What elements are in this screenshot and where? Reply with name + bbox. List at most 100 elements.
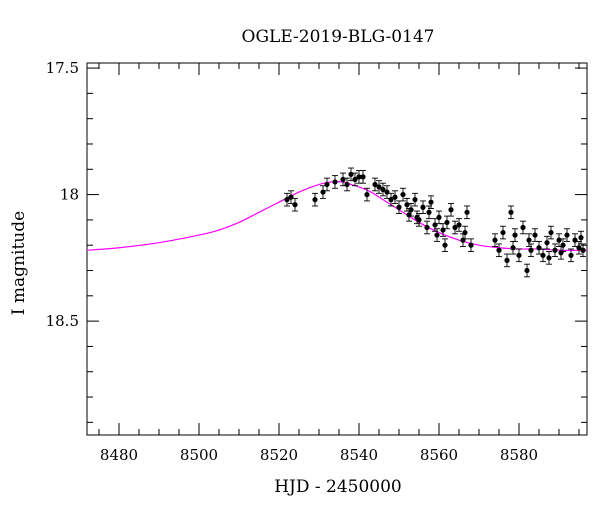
data-point-marker [444,219,450,226]
data-point [548,225,554,240]
data-point [544,235,550,250]
data-point-marker [452,224,458,231]
data-point-marker [348,171,354,177]
data-point-marker [578,235,584,241]
data-point [552,243,558,258]
data-point-marker [544,240,550,246]
y-tick-label: 17.5 [46,59,79,77]
data-point-marker [564,232,570,238]
data-point-marker [380,186,386,193]
data-point [344,177,350,192]
data-point [384,185,390,199]
chart-title: OGLE-2019-BLG-0147 [242,27,435,47]
data-point-marker [572,237,578,243]
data-point [536,240,542,255]
data-point-marker [352,176,358,183]
data-point [524,263,530,278]
data-points-layer [284,167,586,278]
data-point-marker [340,176,346,183]
data-point-marker [516,252,522,258]
data-point [456,218,462,232]
data-point-marker [284,197,290,203]
data-point-marker [356,174,362,180]
data-point-marker [426,209,432,215]
x-tick-label: 8520 [260,446,298,464]
y-tick-label: 18 [60,186,79,204]
y-axis-label: I magnitude [9,211,29,315]
data-point-marker [392,194,398,200]
x-tick-label: 8500 [180,446,218,464]
data-point [496,243,502,258]
x-tick-label: 8540 [340,446,378,464]
data-point [352,172,358,187]
data-point-marker [556,237,562,243]
data-point [564,228,570,242]
data-point [540,248,546,263]
data-point-marker [428,199,434,205]
data-point-marker [420,204,426,210]
data-point-marker [408,207,414,213]
data-point [360,170,366,184]
y-axis-ticks: 17.5 18 18.5 [46,59,587,423]
data-point [428,195,434,209]
x-tick-label: 8480 [100,446,138,464]
data-point-marker [424,224,430,231]
data-point-marker [376,184,382,190]
data-point-marker [400,191,406,198]
data-point [448,202,454,217]
data-point [348,167,354,182]
data-point [442,238,448,252]
data-point [392,190,398,204]
data-point-marker [468,242,474,248]
data-point [510,240,516,255]
data-point-marker [508,209,514,215]
model-curve [86,181,588,251]
data-point-marker [324,181,330,188]
data-point [364,187,370,202]
data-point-marker [504,257,510,263]
data-point [340,172,346,187]
data-point-marker [462,229,468,236]
data-point-marker [526,237,532,243]
data-point-marker [546,255,552,261]
data-point [532,228,538,242]
data-point [440,223,446,237]
data-point [320,185,326,199]
data-point-marker [464,209,470,215]
data-point-marker [344,181,350,188]
data-point [556,233,562,247]
data-point [424,220,430,235]
data-point-marker [384,189,390,195]
data-point [464,205,470,220]
plot-frame [86,62,588,436]
data-point-marker [524,267,530,274]
data-point [408,202,414,217]
x-axis-label: HJD - 2450000 [274,477,402,497]
data-point-marker [540,252,546,258]
data-point-marker [560,242,566,248]
data-point-marker [512,232,518,238]
data-point-marker [442,242,448,248]
data-point-marker [552,247,558,253]
data-point [444,215,450,230]
data-point-marker [312,197,318,203]
data-point-marker [404,202,410,208]
plot-border [86,62,588,436]
data-point [512,228,518,242]
data-point [420,200,426,215]
data-point [572,233,578,247]
data-point-marker [292,202,298,208]
data-point [292,197,298,212]
model-curve-layer [86,181,588,251]
data-point [568,248,574,263]
data-point-marker [500,229,506,236]
data-point [516,248,522,263]
data-point-marker [576,245,582,251]
data-point-marker [364,191,370,198]
data-point [288,190,294,204]
data-point-marker [456,222,462,228]
data-point [520,220,526,235]
data-point-marker [288,194,294,200]
data-point-marker [532,232,538,238]
